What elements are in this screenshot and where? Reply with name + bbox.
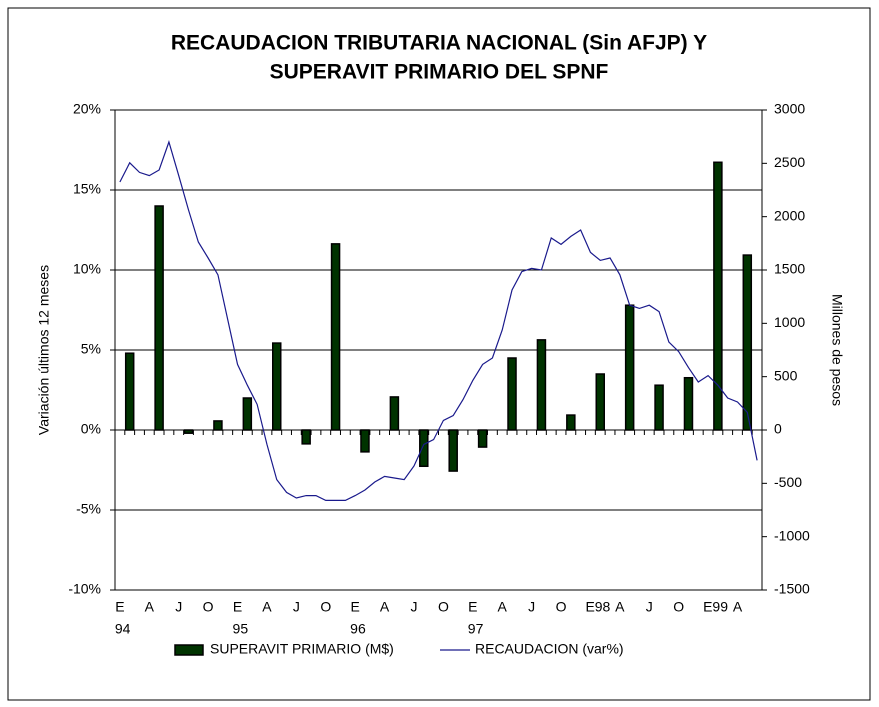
x-tick-label: J	[410, 599, 417, 615]
bar	[242, 397, 253, 431]
bar	[124, 352, 135, 431]
x-tick-label: A	[145, 599, 155, 615]
y2-tick-label: 1000	[774, 314, 805, 330]
x-tick-label: E	[351, 599, 360, 615]
x-tick-label: O	[556, 599, 567, 615]
x-tick-year: 97	[468, 621, 484, 637]
bar	[624, 304, 635, 431]
bar	[360, 429, 370, 453]
bar	[566, 414, 576, 431]
x-tick-label: A	[380, 599, 390, 615]
x-tick-label: O	[673, 599, 684, 615]
line	[119, 140, 758, 501]
y-tick-label: 5%	[81, 341, 101, 357]
bar	[654, 384, 664, 431]
y2-tick-label: 1500	[774, 261, 805, 277]
bar	[713, 161, 723, 431]
bar	[448, 429, 458, 472]
x-tick-label: O	[203, 599, 214, 615]
x-tick-label: A	[615, 599, 625, 615]
x-tick-year: 94	[115, 621, 131, 637]
bar	[683, 376, 694, 431]
bar	[154, 205, 164, 431]
y-tick-label: 10%	[73, 261, 101, 277]
bar	[213, 420, 223, 431]
bar	[330, 243, 341, 431]
x-tick-label: O	[438, 599, 449, 615]
y2-tick-label: 2000	[774, 207, 805, 223]
y-tick-label: 15%	[73, 181, 101, 197]
x-tick-label: J	[646, 599, 653, 615]
chart-title: SUPERAVIT PRIMARIO DEL SPNF	[270, 61, 609, 84]
y2-tick-label: 500	[774, 367, 798, 383]
chart-border	[7, 7, 871, 701]
bar	[507, 357, 517, 431]
y-tick-label: 0%	[81, 421, 101, 437]
y2-axis-label: Millones de pesos	[829, 294, 845, 406]
y2-tick-label: -1000	[774, 527, 810, 543]
bar	[477, 429, 488, 448]
y2-tick-label: 3000	[774, 101, 805, 117]
y-tick-label: -10%	[68, 581, 101, 597]
x-tick-label: J	[293, 599, 300, 615]
y2-tick-label: 2500	[774, 154, 805, 170]
bar	[536, 339, 547, 431]
y2-tick-label: -1500	[774, 581, 810, 597]
bar	[183, 429, 194, 434]
y2-tick-label: -500	[774, 474, 802, 490]
x-tick-label: A	[733, 599, 743, 615]
x-tick-label: E	[233, 599, 242, 615]
x-tick-label: E	[115, 599, 124, 615]
bar	[272, 342, 282, 431]
x-tick-label: A	[498, 599, 508, 615]
legend-label: SUPERAVIT PRIMARIO (M$)	[210, 641, 394, 657]
legend-swatch	[174, 644, 204, 656]
x-tick-label: A	[262, 599, 272, 615]
x-tick-year: 96	[350, 621, 366, 637]
bar	[595, 373, 605, 431]
legend-label: RECAUDACION (var%)	[475, 641, 624, 657]
bar	[742, 254, 753, 431]
bar	[389, 396, 400, 431]
chart-title: RECAUDACION TRIBUTARIA NACIONAL (Sin AFJ…	[171, 32, 707, 55]
y2-tick-label: 0	[774, 421, 782, 437]
bar	[419, 429, 429, 468]
x-tick-label: E99	[703, 599, 728, 615]
y-tick-label: 20%	[73, 101, 101, 117]
x-tick-label: J	[528, 599, 535, 615]
x-tick-year: 95	[233, 621, 249, 637]
x-tick-label: E	[468, 599, 477, 615]
x-tick-label: O	[320, 599, 331, 615]
y-axis-label: Variación últimos 12 meses	[36, 265, 52, 435]
x-tick-label: E98	[585, 599, 610, 615]
x-tick-label: J	[175, 599, 182, 615]
bar	[301, 429, 311, 445]
y-tick-label: -5%	[76, 501, 101, 517]
